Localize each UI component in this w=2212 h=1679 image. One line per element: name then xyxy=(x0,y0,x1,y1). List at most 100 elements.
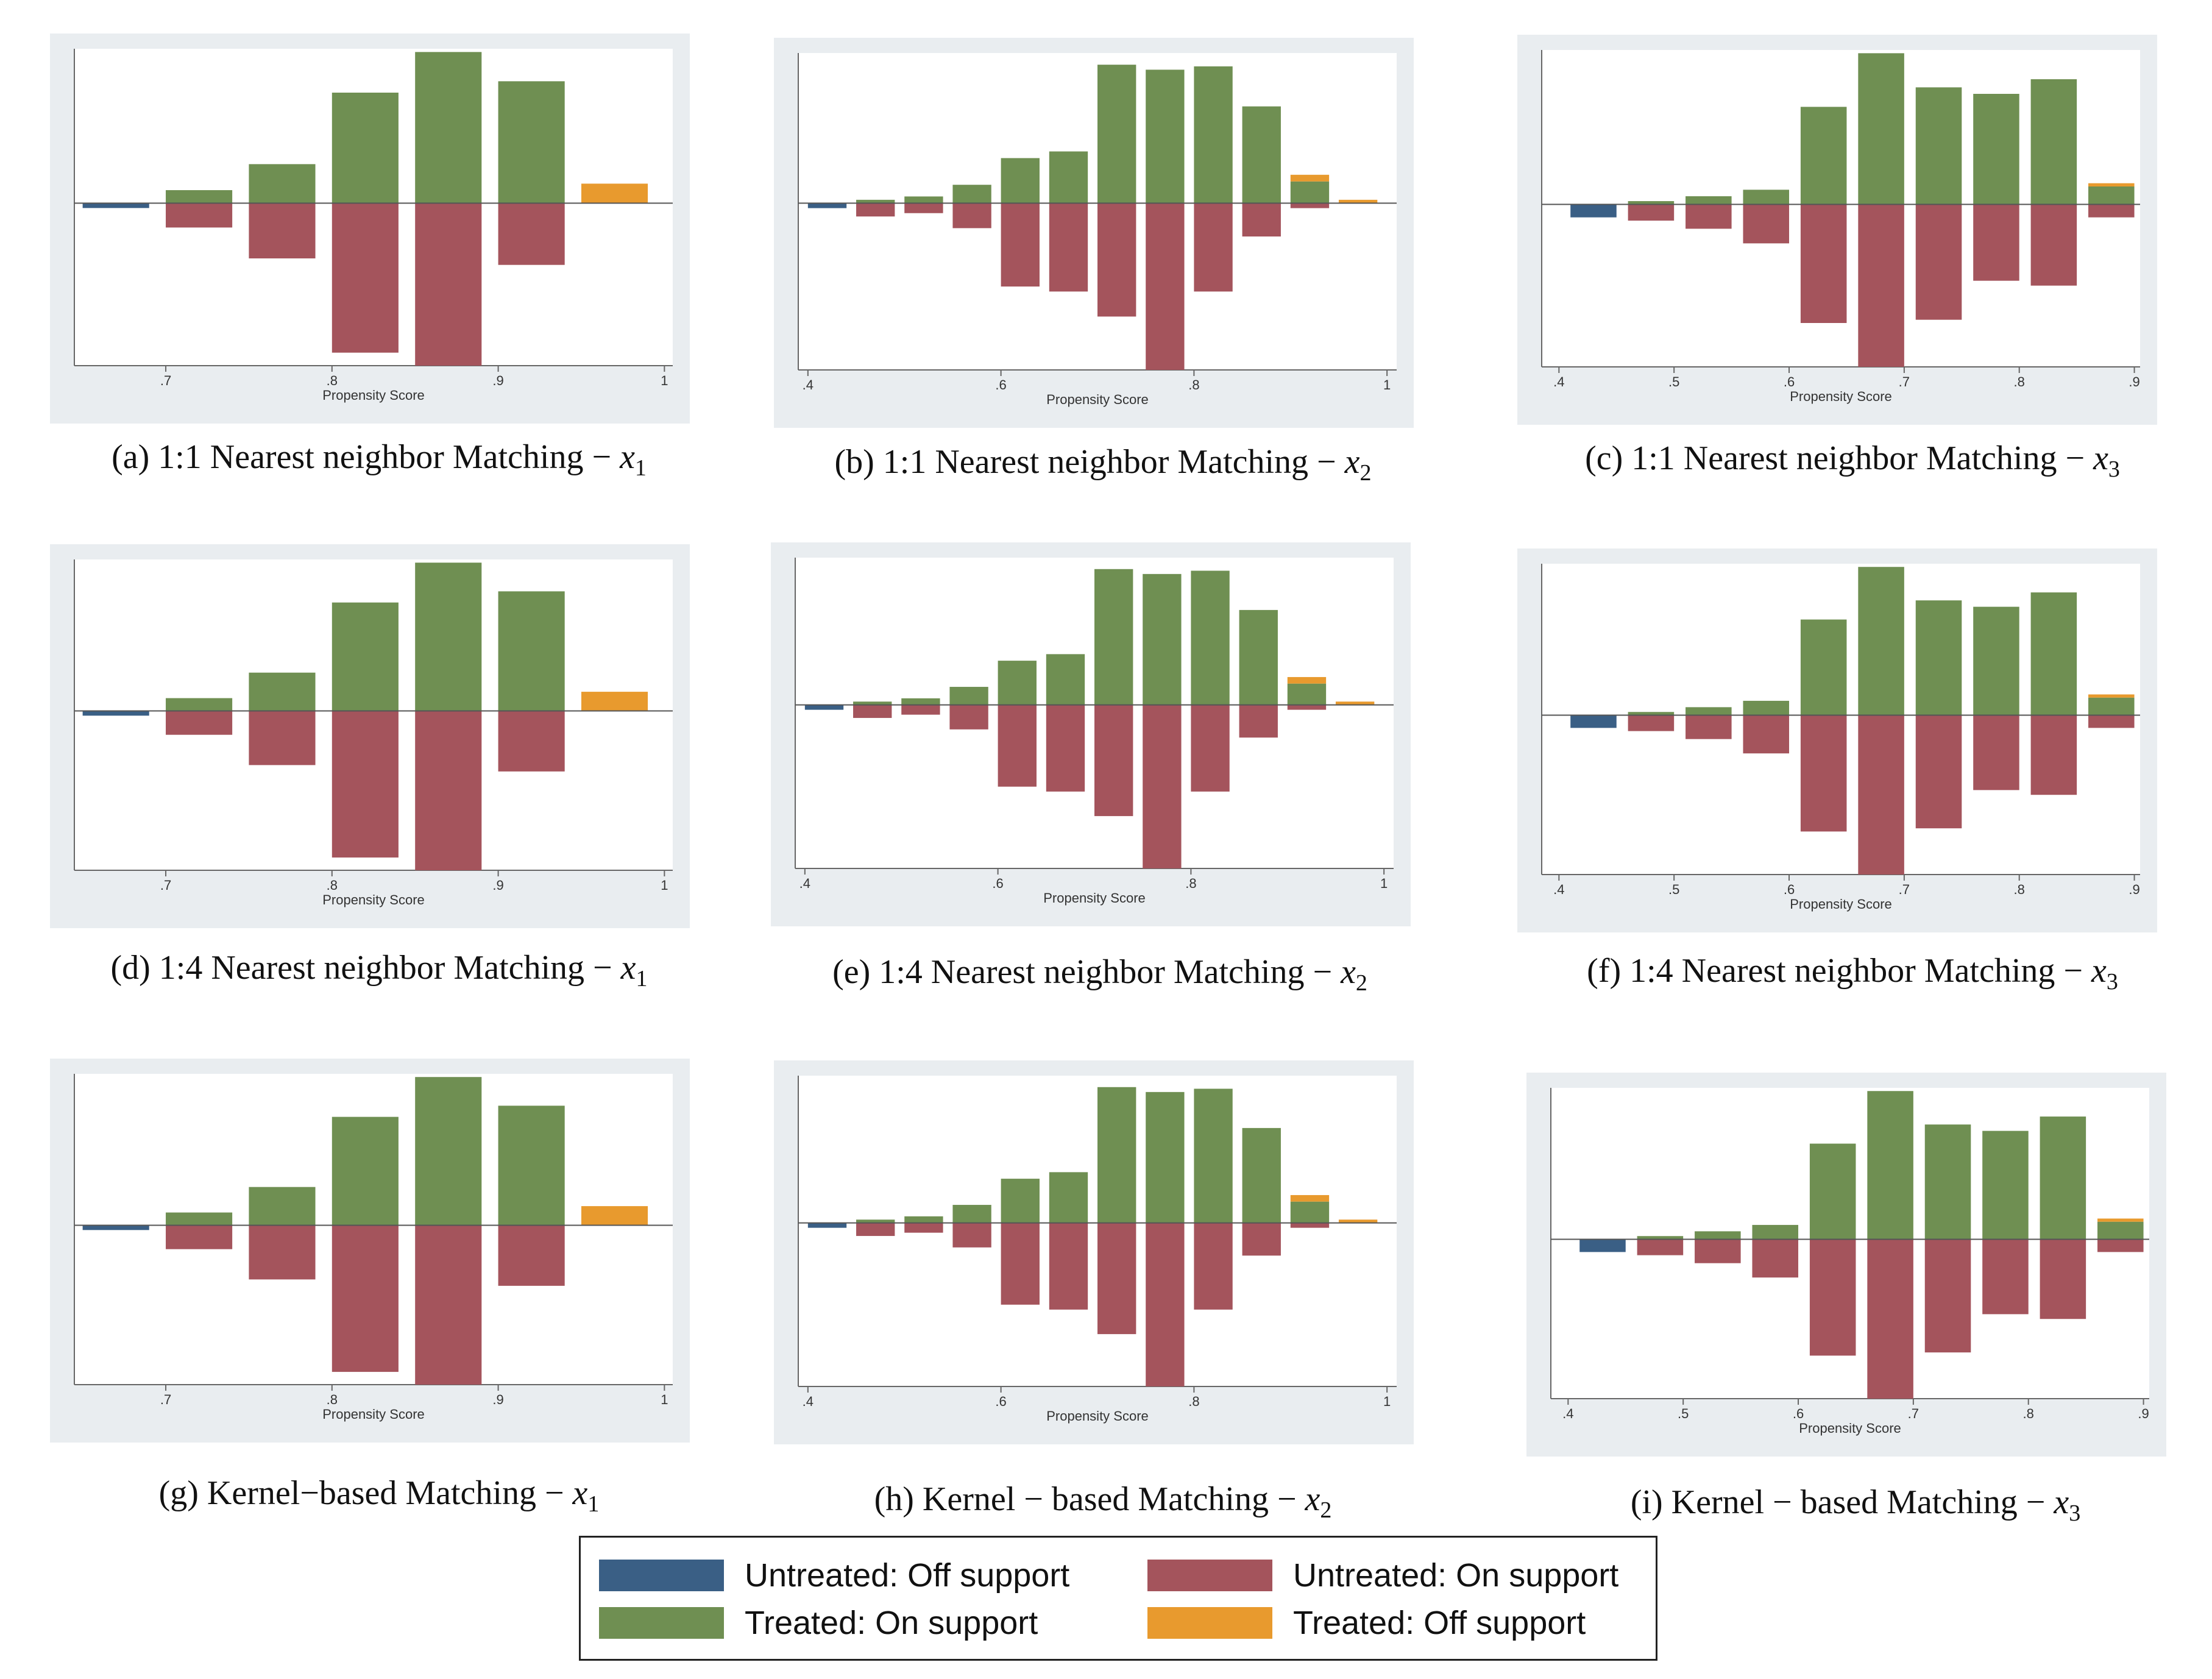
legend-label-treated-on: Treated: On support xyxy=(745,1605,1038,1641)
bar-untreated-on xyxy=(166,203,233,228)
legend-label-treated-off: Treated: Off support xyxy=(1293,1605,1586,1641)
bar-treated-on xyxy=(949,687,988,705)
bar-treated-on xyxy=(1686,707,1732,715)
bar-untreated-on xyxy=(1242,1223,1281,1256)
bar-untreated-on xyxy=(1097,203,1136,317)
bar-untreated-on xyxy=(1924,1239,1971,1353)
bar-untreated-on xyxy=(249,1225,316,1280)
legend-swatch-untreated-on xyxy=(1147,1560,1272,1591)
bar-treated-on xyxy=(415,1077,482,1226)
caption-i: (i) Kernel − based Matching − x3 xyxy=(1526,1478,2185,1527)
caption-text: 1:1 Nearest neighbor Matching − xyxy=(882,443,1345,481)
bar-untreated-on xyxy=(1743,204,1790,244)
legend-item-untreated-off: Untreated: Off support xyxy=(599,1553,1069,1597)
bars-group xyxy=(82,1077,648,1385)
chart-panel-d: .7 .8 .9 1 Propensity Score xyxy=(50,544,690,928)
bar-untreated-off xyxy=(1570,204,1617,218)
bar-treated-off xyxy=(2088,694,2135,698)
caption-letter: (h) xyxy=(874,1480,923,1518)
bar-treated-on xyxy=(331,93,399,204)
chart-panel-e: .4 .6 .8 1 Propensity Score xyxy=(771,542,1411,926)
x-tick-label: .4 xyxy=(803,377,814,392)
bar-treated-on xyxy=(1982,1131,2029,1240)
bar-untreated-on xyxy=(2088,204,2135,218)
bar-untreated-on xyxy=(498,1225,565,1286)
bar-untreated-on xyxy=(415,1225,482,1385)
bar-treated-on xyxy=(1239,609,1278,705)
chart-panel-b: .4 .6 .8 1 Propensity Score xyxy=(774,38,1414,428)
bar-treated-on xyxy=(2030,592,2077,715)
caption-g: (g) Kernel−based Matching − x1 xyxy=(50,1469,708,1517)
bar-treated-on xyxy=(1242,106,1281,204)
bar-untreated-on xyxy=(1800,715,1847,832)
x-tick-label: .9 xyxy=(2129,374,2139,389)
bar-treated-off xyxy=(1338,1219,1378,1223)
x-axis-label: Propensity Score xyxy=(322,1407,425,1422)
bar-treated-on xyxy=(1915,87,1962,205)
bar-untreated-on xyxy=(1809,1239,1856,1356)
x-tick-label: .9 xyxy=(492,1392,503,1407)
bar-treated-on xyxy=(1097,65,1136,204)
bar-treated-on xyxy=(2030,79,2077,205)
bar-treated-on xyxy=(1049,1172,1088,1223)
bar-untreated-on xyxy=(904,1223,943,1233)
bar-treated-on xyxy=(856,1219,895,1223)
x-tick-label: .6 xyxy=(992,876,1003,891)
bar-treated-on xyxy=(1287,683,1327,705)
bars-group xyxy=(807,65,1378,370)
bar-untreated-on xyxy=(2088,715,2135,728)
bar-treated-on xyxy=(331,1116,399,1226)
x-tick-label: .8 xyxy=(1188,377,1199,392)
bar-untreated-on xyxy=(331,711,399,858)
bar-treated-on xyxy=(249,672,316,711)
bars-group xyxy=(82,52,648,366)
x-tick-label: .8 xyxy=(2014,882,2025,897)
caption-letter: (a) xyxy=(112,438,158,476)
bar-untreated-on xyxy=(2040,1239,2086,1319)
bar-treated-on xyxy=(415,563,482,711)
bar-treated-off xyxy=(581,1206,648,1226)
bars-group xyxy=(82,563,648,870)
bar-untreated-on xyxy=(1858,204,1904,367)
caption-letter: (f) xyxy=(1587,952,1630,990)
bar-untreated-on xyxy=(249,711,316,765)
bar-untreated-on xyxy=(1146,203,1185,370)
x-tick-label: .7 xyxy=(160,878,171,893)
x-tick-label: 1 xyxy=(1380,876,1388,891)
bar-untreated-off xyxy=(82,711,149,716)
bar-untreated-on xyxy=(1637,1239,1684,1255)
bar-untreated-on xyxy=(498,203,565,265)
caption-text: Kernel − based Matching − xyxy=(922,1480,1305,1518)
bar-treated-on xyxy=(1094,569,1133,705)
bar-untreated-on xyxy=(904,203,943,213)
bar-untreated-on xyxy=(1867,1239,1913,1399)
caption-b: (b) 1:1 Nearest neighbor Matching − x2 xyxy=(774,438,1432,486)
bar-untreated-on xyxy=(1049,203,1088,292)
bar-treated-on xyxy=(249,1187,316,1226)
x-tick-label: 1 xyxy=(661,878,668,893)
bar-treated-on xyxy=(1049,151,1088,204)
bar-untreated-off xyxy=(807,203,847,208)
x-tick-label: .4 xyxy=(803,1394,814,1409)
bar-treated-on xyxy=(998,661,1037,705)
caption-variable: x xyxy=(2091,952,2107,990)
bar-untreated-on xyxy=(856,203,895,217)
x-tick-label: .6 xyxy=(995,1394,1006,1409)
x-axis-label: Propensity Score xyxy=(322,892,425,907)
bar-treated-on xyxy=(249,164,316,204)
bar-treated-on xyxy=(1290,181,1330,204)
bar-untreated-on xyxy=(1800,204,1847,323)
bar-untreated-on xyxy=(1973,715,2019,790)
bar-treated-on xyxy=(1867,1091,1913,1240)
bar-treated-on xyxy=(166,1212,233,1226)
bars-group xyxy=(807,1087,1378,1386)
bar-treated-on xyxy=(904,1216,943,1223)
bar-treated-on xyxy=(1001,1179,1040,1223)
bars-group xyxy=(1579,1091,2144,1399)
bar-untreated-off xyxy=(82,203,149,208)
bar-untreated-on xyxy=(1290,203,1330,208)
x-tick-label: 1 xyxy=(661,373,668,388)
bar-treated-on xyxy=(1628,712,1675,715)
legend-item-treated-off: Treated: Off support xyxy=(1147,1601,1586,1645)
bar-treated-on xyxy=(166,190,233,204)
